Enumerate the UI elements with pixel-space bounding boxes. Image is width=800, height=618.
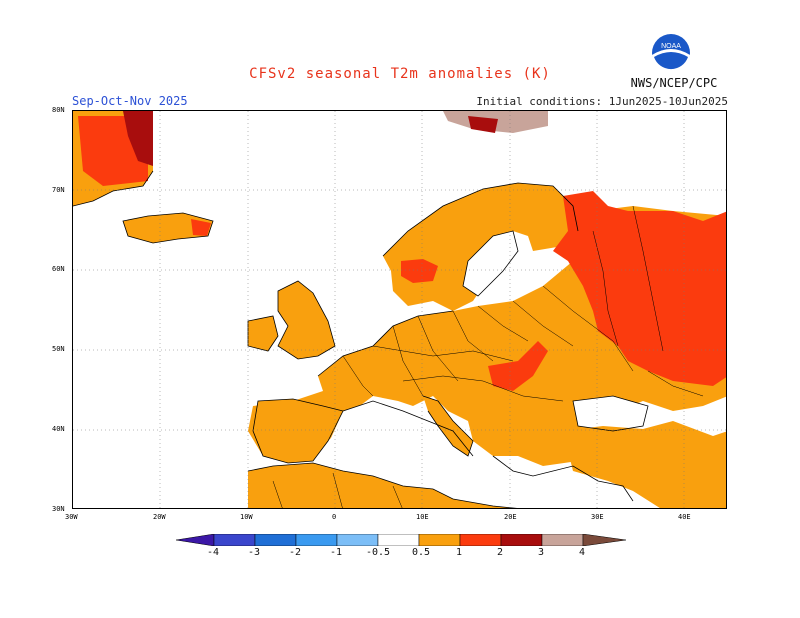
chart-title: CFSv2 seasonal T2m anomalies (K) [249,66,551,82]
lat-label-50n: 50N [52,345,65,353]
iberia-region [253,399,343,463]
lon-label-10w: 10W [240,513,253,521]
logo-text: NOAA [661,43,681,50]
colorbar-swatch [418,534,461,546]
colorbar-label: -2 [289,547,302,558]
colorbar-swatch [295,534,338,546]
balkan-warm [488,341,548,391]
colorbar-swatch [377,534,420,546]
mediterranean-white [323,401,633,508]
colorbar-swatch [500,534,543,546]
lon-label-20e: 20E [504,513,517,521]
lat-label-30n: 30N [52,505,65,513]
forecast-period: Sep-Oct-Nov 2025 [72,94,188,108]
colorbar-swatch [336,534,379,546]
colorbar-label: -0.5 [366,547,391,558]
agency-label: NWS/NCEP/CPC [630,76,718,90]
coastlines [73,170,649,508]
colorbar-swatch [541,534,584,546]
colorbar-swatch [254,534,297,546]
colorbar-swatch [213,534,256,546]
colorbar-label: -4 [207,547,220,558]
map-panel [72,110,727,509]
iceland-region [123,213,213,243]
lon-label-10e: 10E [416,513,429,521]
greenland-hot [123,111,153,166]
baltic-sea-white [463,231,518,296]
ireland-region [248,316,278,351]
north-africa-region [248,463,513,508]
initial-conditions: Initial conditions: 1Jun2025-10Jun2025 [476,95,728,108]
colorbar-label: -3 [248,547,261,558]
lon-label-40e: 40E [678,513,691,521]
lat-label-60n: 60N [52,265,65,273]
colorbar-label: 1 [456,547,463,558]
lat-label-40n: 40N [52,425,65,433]
colorbar-swatch-min [176,534,215,546]
colorbar-label: 0.5 [412,547,431,558]
iceland-warm [191,219,211,236]
lon-label-0: 0 [332,513,337,521]
colorbar [176,534,626,546]
colorbar-label: 4 [579,547,586,558]
colorbar-label: 2 [497,547,504,558]
scandinavia-warm [401,259,438,283]
anomaly-map [73,111,726,508]
colorbar-label: -1 [330,547,343,558]
country-borders [272,205,704,508]
black-sea-white [573,396,648,431]
colorbar-swatch-max [582,534,626,546]
colorbar-label: 3 [538,547,545,558]
colorbar-swatch [459,534,502,546]
lat-label-70n: 70N [52,186,65,194]
turkey-region [563,421,726,508]
lat-label-80n: 80N [52,106,65,114]
svalbard-warm [468,116,498,133]
graticule [73,111,726,508]
russia-warm-region [553,191,726,386]
noaa-logo-icon: NOAA [652,34,690,73]
britain-region [278,281,335,359]
lon-label-20w: 20W [153,513,166,521]
lon-label-30e: 30E [591,513,604,521]
lon-label-30w: 30W [65,513,78,521]
